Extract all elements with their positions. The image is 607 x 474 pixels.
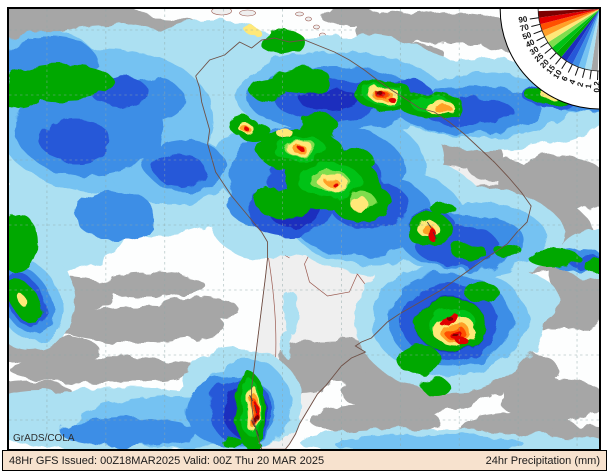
legend-tick xyxy=(549,52,557,60)
coastline-overlay xyxy=(195,37,532,449)
precip-blob xyxy=(420,376,449,394)
product-title: 24hr Precipitation (mm) xyxy=(485,454,600,467)
grads-cola-credit: GrADS/COLA xyxy=(13,433,75,444)
precip-blob xyxy=(283,290,298,334)
legend-tick-label: 6 xyxy=(560,74,570,83)
precip-blob xyxy=(319,9,380,25)
precip-blob xyxy=(276,128,293,138)
precip-blob xyxy=(375,90,382,94)
precip-blob xyxy=(444,314,451,318)
precip-blob xyxy=(349,198,370,210)
precip-blob xyxy=(297,113,338,137)
legend-tick xyxy=(582,68,586,78)
legend-tick xyxy=(536,36,545,42)
precip-blob xyxy=(9,81,40,109)
precip-blob xyxy=(159,298,240,322)
precip-blob xyxy=(433,104,452,112)
precip-blob xyxy=(246,442,263,449)
legend-wedge xyxy=(591,15,599,71)
legend-wedge xyxy=(538,9,599,25)
legend-wedge xyxy=(566,10,599,65)
precip-blob xyxy=(299,89,360,111)
precip-blob xyxy=(9,213,38,273)
legend-tick-label: 4 xyxy=(567,78,577,86)
precip-blob xyxy=(583,257,599,273)
precip-blob xyxy=(271,67,332,93)
precip-blob xyxy=(451,332,458,336)
legend-tick xyxy=(567,64,573,73)
island xyxy=(305,16,312,22)
precip-blob xyxy=(331,182,338,186)
legend-tick xyxy=(529,17,539,20)
legend-tick xyxy=(589,70,592,80)
precip-blob xyxy=(255,186,308,218)
island xyxy=(295,11,304,17)
legend-wedge xyxy=(556,9,599,58)
precip-blob xyxy=(59,418,200,446)
legend-tick xyxy=(540,42,549,48)
legend-tick xyxy=(574,66,579,76)
precip-blob xyxy=(74,190,155,240)
legend-tick xyxy=(531,23,541,28)
legend-tick xyxy=(561,60,567,70)
precip-blob xyxy=(387,97,396,101)
precip-blob xyxy=(15,292,29,308)
legend-tick-label: 50 xyxy=(521,30,533,42)
precip-blob xyxy=(432,203,457,217)
legend-wedge xyxy=(551,9,599,53)
precip-blob xyxy=(39,118,110,162)
precip-blob xyxy=(469,158,530,182)
precip-blob xyxy=(296,145,303,149)
legend-tick xyxy=(533,30,543,35)
latlon-grid xyxy=(9,9,599,449)
precip-blob xyxy=(452,243,487,261)
precip-blob xyxy=(243,126,248,130)
precip-blob xyxy=(334,434,525,449)
legend-wedge xyxy=(578,11,599,70)
precip-blob xyxy=(464,281,499,303)
legend-tick xyxy=(544,47,553,54)
precip-blob xyxy=(221,436,242,448)
island xyxy=(211,9,232,16)
legend-tick-label: 40 xyxy=(524,37,536,49)
legend-wedge xyxy=(572,10,599,68)
precip-blob xyxy=(282,331,293,359)
island xyxy=(239,9,256,17)
legend-tick-label: 90 xyxy=(518,14,529,24)
map-frame: 0.2 1 2 4 6 10 15 20 25 30 40 50 70 90 GrADS/COLA xyxy=(7,7,601,451)
precip-blob xyxy=(94,272,205,298)
legend-wedge xyxy=(561,10,599,62)
legend-wedge xyxy=(584,12,599,71)
issue-valid-text: 48Hr GFS Issued: 00Z18MAR2025 Valid: 00Z… xyxy=(9,454,325,467)
precip-blob xyxy=(397,345,442,375)
precip-blob xyxy=(154,154,205,186)
legend-tick xyxy=(555,56,562,65)
island xyxy=(313,24,320,30)
precip-blob xyxy=(428,227,435,241)
precip-blob xyxy=(499,378,599,422)
precip-blob xyxy=(309,405,440,435)
legend-tick-label: 1 xyxy=(584,83,594,89)
precip-blob xyxy=(454,336,470,346)
legend-tick-label: 70 xyxy=(519,22,530,33)
legend-wedge xyxy=(547,9,599,48)
precip-blob xyxy=(9,357,200,383)
legend-tick-label: 2 xyxy=(575,81,585,88)
legend-wedge xyxy=(540,9,599,31)
fjord-topography-marks xyxy=(249,221,437,437)
legend-tick-label: 0.2 xyxy=(592,81,599,93)
caption-bar: 48Hr GFS Issued: 00Z18MAR2025 Valid: 00Z… xyxy=(2,450,607,471)
legend-wedge xyxy=(544,9,599,43)
precip-blob xyxy=(528,249,581,267)
legend-wedge xyxy=(538,9,599,18)
precip-blob xyxy=(495,245,524,259)
legend-wedge xyxy=(541,9,599,37)
